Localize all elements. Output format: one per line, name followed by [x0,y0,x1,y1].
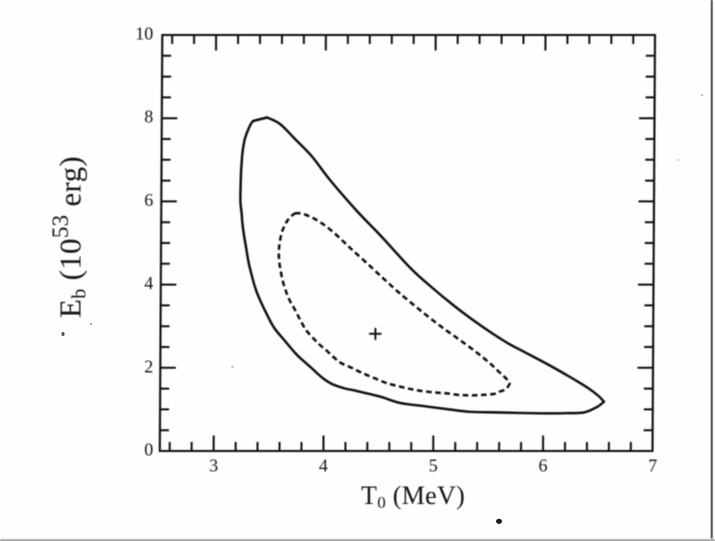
svg-text:10: 10 [135,24,153,44]
svg-text:Eb (1053 erg): Eb (1053 erg) [48,156,91,318]
svg-text:6: 6 [144,190,153,210]
svg-text:2: 2 [144,356,153,376]
svg-text:8: 8 [144,107,153,127]
svg-text:3: 3 [209,456,218,476]
svg-text:7: 7 [648,456,657,476]
svg-text:4: 4 [319,456,328,476]
svg-text:4: 4 [144,273,153,293]
svg-text:5: 5 [429,456,438,476]
svg-text:6: 6 [539,456,548,476]
svg-text:0: 0 [144,440,153,460]
svg-text:T0 (MeV): T0 (MeV) [361,481,465,512]
